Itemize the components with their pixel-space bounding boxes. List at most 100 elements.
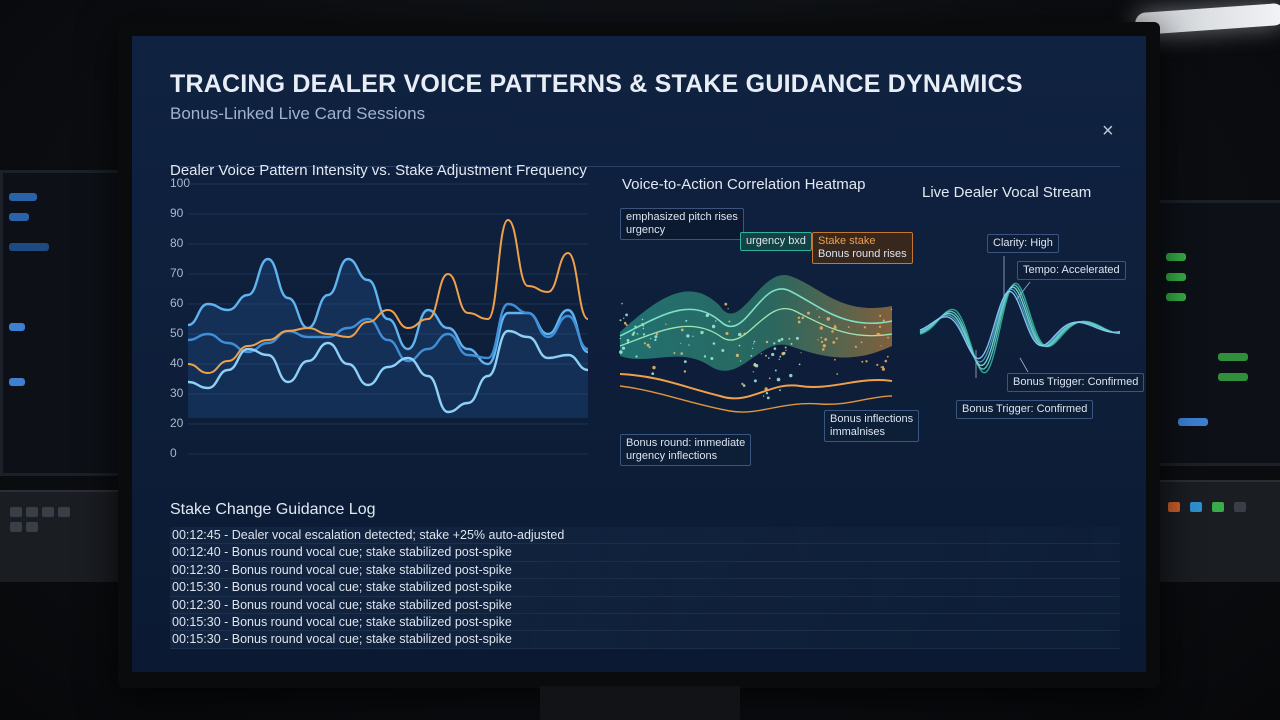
dashboard-screen: TRACING DEALER VOICE PATTERNS & STAKE GU… xyxy=(132,36,1146,672)
heatmap-dot xyxy=(847,326,850,328)
heatmap-dot xyxy=(710,357,714,360)
heatmap-dot xyxy=(753,364,757,367)
heatmap-dot xyxy=(634,325,637,328)
heatmap-dot xyxy=(776,377,781,382)
callout-urgency: urgency bxd xyxy=(740,232,812,251)
heatmap-dot xyxy=(753,343,755,345)
heatmap-dot xyxy=(738,332,742,337)
callout-leader xyxy=(1019,357,1029,373)
heatmap-dot xyxy=(673,352,676,354)
heatmap-dot xyxy=(863,326,866,329)
heatmap-dot xyxy=(626,341,630,344)
heatmap-dot xyxy=(766,396,770,400)
log-entry: 00:15:30 - Bonus round vocal cue; stake … xyxy=(170,613,1120,632)
heatmap-dot xyxy=(625,313,628,317)
heatmap-dot xyxy=(651,372,655,375)
heatmap-dot xyxy=(680,328,684,332)
heatmap-dot xyxy=(619,337,621,340)
heatmap-dot xyxy=(680,342,682,344)
heatmap-dot xyxy=(762,395,765,397)
callout-bonus-round: Bonus round: immediate urgency inflectio… xyxy=(620,434,752,466)
y-tick-label: 90 xyxy=(170,206,184,220)
heatmap-dot xyxy=(742,384,746,387)
heatmap-dot xyxy=(646,343,650,347)
log-entry: 00:15:30 - Bonus round vocal cue; stake … xyxy=(170,631,1120,649)
heatmap-dot xyxy=(641,318,644,321)
heatmap-dot xyxy=(832,341,836,344)
callout-clarity: Clarity: High xyxy=(987,234,1059,253)
heatmap-dot xyxy=(834,324,836,327)
series-line-1 xyxy=(187,257,589,366)
heatmap-dot xyxy=(831,330,834,333)
heatmap-dot xyxy=(876,363,879,366)
callout-stake: Stake stake Bonus round rises xyxy=(812,232,913,264)
callout-text: emphasized pitch rises xyxy=(626,211,738,223)
y-tick-label: 80 xyxy=(170,236,184,250)
callout-bonus-inflections: Bonus inflections immalnises xyxy=(824,410,920,442)
heatmap-dot xyxy=(635,355,638,358)
heatmap-dot xyxy=(785,349,787,351)
heatmap-dot xyxy=(771,352,775,357)
heatmap-dot xyxy=(795,336,799,340)
heatmap-dot xyxy=(700,330,704,335)
heatmap-dot xyxy=(881,367,885,371)
heatmap-dot xyxy=(820,340,824,344)
heatmap-dot xyxy=(865,360,868,363)
heatmap-dot xyxy=(751,347,754,350)
heatmap-dot xyxy=(768,357,770,359)
y-tick-label: 0 xyxy=(170,446,177,460)
heatmap-dot xyxy=(654,335,658,339)
heatmap-dot xyxy=(819,326,823,330)
heatmap-dot xyxy=(688,344,690,346)
heatmap-dot xyxy=(784,346,787,349)
heatmap-line xyxy=(619,373,893,400)
heatmap-dot xyxy=(641,323,643,325)
y-tick-label: 30 xyxy=(170,386,184,400)
heatmap-dot xyxy=(642,327,645,330)
heatmap-dot xyxy=(686,334,690,338)
heatmap-dot xyxy=(692,335,694,337)
correlation-heatmap xyxy=(619,275,893,413)
heatmap-dot xyxy=(741,382,744,385)
series-line-3 xyxy=(187,329,589,414)
vocal-wave-line xyxy=(919,290,1121,360)
heatmap-dot xyxy=(765,340,769,344)
heatmap-dot xyxy=(738,344,741,347)
intensity-line-chart xyxy=(187,183,589,455)
heatmap-dot xyxy=(753,340,756,343)
heatmap-line xyxy=(619,288,893,337)
vocal-waveform xyxy=(919,256,1121,378)
heatmap-dot xyxy=(789,373,793,378)
heatmap-line xyxy=(619,385,893,413)
heatmap-dot xyxy=(728,320,731,323)
heatmap-dot xyxy=(735,353,739,357)
heatmap-dot xyxy=(743,332,746,336)
heatmap-dot xyxy=(779,389,781,392)
heatmap-dot xyxy=(861,360,864,363)
callout-text: Stake stake xyxy=(818,235,876,247)
heatmap-dot xyxy=(753,379,757,383)
callout-pitch-rises: emphasized pitch rises urgency xyxy=(620,208,744,240)
heatmap-dot xyxy=(778,358,780,360)
heatmap-dot xyxy=(625,324,628,326)
heatmap-dot xyxy=(752,371,755,373)
heatmap-dot xyxy=(826,317,831,321)
page-subtitle: Bonus-Linked Live Card Sessions xyxy=(170,104,426,123)
close-icon[interactable]: × xyxy=(1102,120,1114,142)
heatmap-dot xyxy=(797,320,801,324)
header-divider xyxy=(170,166,1120,167)
vocal-stream-title: Live Dealer Vocal Stream xyxy=(922,184,1092,201)
vocal-wave-line xyxy=(919,286,1121,367)
log-entry: 00:12:45 - Dealer vocal escalation detec… xyxy=(170,527,1120,545)
heatmap-dot xyxy=(683,370,687,373)
heatmap-dot xyxy=(816,308,818,310)
heatmap-dot xyxy=(807,311,810,315)
heatmap-dot xyxy=(834,358,836,361)
heatmap-dot xyxy=(818,316,821,318)
callout-leader xyxy=(1015,281,1031,301)
heatmap-dot xyxy=(774,369,777,372)
y-tick-label: 60 xyxy=(170,296,184,310)
callout-bonus-trigger-right: Bonus Trigger: Confirmed xyxy=(1007,373,1145,392)
heatmap-dot xyxy=(760,353,762,355)
heatmap-dot xyxy=(860,341,863,344)
